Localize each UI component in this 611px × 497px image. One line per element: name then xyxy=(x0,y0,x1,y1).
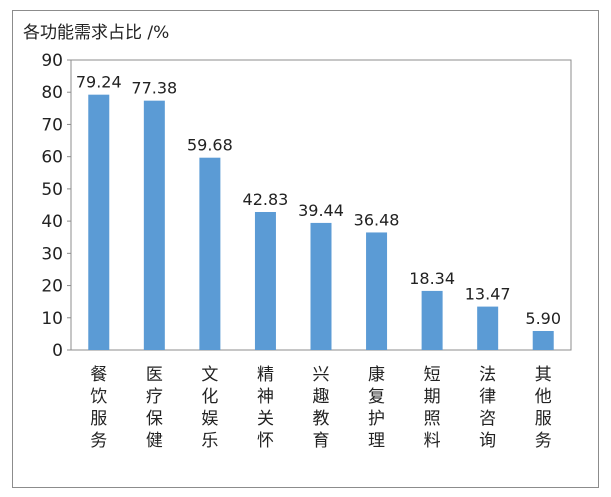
y-tick-label: 60 xyxy=(41,148,63,168)
category-label: 短期照料 xyxy=(424,365,441,451)
category-label: 法律咨询 xyxy=(479,365,496,451)
bar xyxy=(143,100,165,350)
bar xyxy=(254,211,276,350)
category-label: 其他服务 xyxy=(535,365,552,451)
y-tick-label: 10 xyxy=(41,309,63,329)
data-label: 42.83 xyxy=(243,190,289,209)
chart-title: 各功能需求占比 /% xyxy=(23,23,170,43)
y-tick-label: 20 xyxy=(41,277,63,297)
data-label: 36.48 xyxy=(354,210,400,229)
y-tick-label: 80 xyxy=(41,83,63,103)
bar xyxy=(366,232,388,350)
category-label: 精神关怀 xyxy=(257,365,274,451)
category-label: 康复护理 xyxy=(368,365,385,451)
bar xyxy=(532,330,554,350)
bar xyxy=(88,94,110,350)
data-label: 39.44 xyxy=(298,201,344,220)
data-label: 5.90 xyxy=(525,309,561,328)
bar xyxy=(421,290,443,350)
bar xyxy=(199,157,221,350)
y-tick-label: 90 xyxy=(41,51,63,71)
category-label: 医疗保健 xyxy=(146,365,163,451)
category-label: 文化娱乐 xyxy=(201,365,218,451)
bar xyxy=(310,222,332,350)
category-label: 餐饮服务 xyxy=(90,365,107,451)
y-tick-label: 30 xyxy=(41,244,63,264)
chart-frame xyxy=(12,10,599,488)
bar xyxy=(477,306,499,350)
y-tick-label: 40 xyxy=(41,212,63,232)
data-label: 13.47 xyxy=(465,285,511,304)
y-tick-label: 50 xyxy=(41,180,63,200)
data-label: 59.68 xyxy=(187,136,233,155)
category-label: 兴趣教育 xyxy=(313,365,330,451)
data-label: 79.24 xyxy=(76,73,122,92)
data-label: 77.38 xyxy=(131,79,177,98)
data-label: 18.34 xyxy=(409,269,455,288)
y-tick-label: 0 xyxy=(52,341,63,361)
y-tick-label: 70 xyxy=(41,115,63,135)
